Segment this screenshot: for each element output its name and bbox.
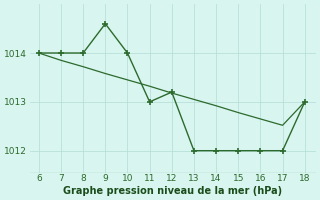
X-axis label: Graphe pression niveau de la mer (hPa): Graphe pression niveau de la mer (hPa) — [63, 186, 283, 196]
